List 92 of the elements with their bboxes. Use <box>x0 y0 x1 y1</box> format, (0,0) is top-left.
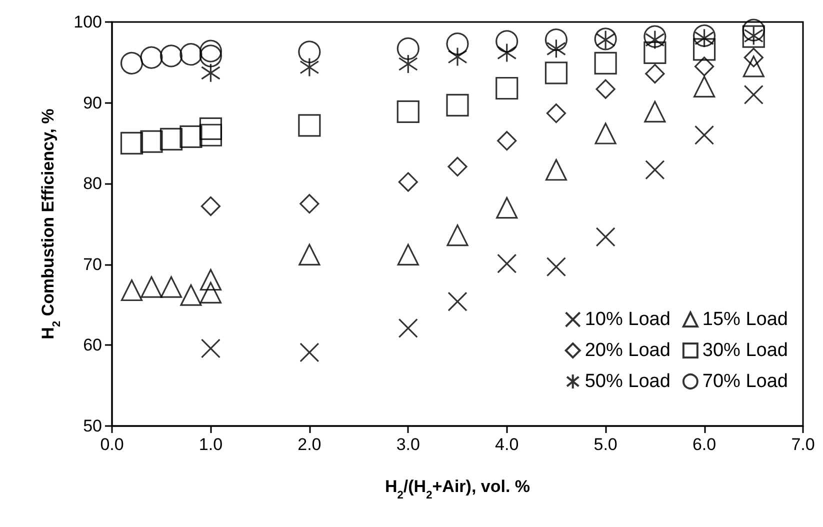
point <box>140 130 163 153</box>
point <box>140 276 162 298</box>
point <box>180 43 202 66</box>
y-axis-title: H2 Combustion Efficiency, % <box>38 108 64 340</box>
point <box>693 76 716 98</box>
x-tick-label: 1.0 <box>198 435 223 454</box>
point <box>200 196 221 216</box>
point <box>497 254 517 274</box>
point <box>546 257 566 277</box>
point <box>594 122 616 144</box>
point <box>120 279 143 302</box>
y-tick-label: 70 <box>83 254 102 274</box>
point <box>396 37 420 60</box>
point <box>496 197 518 219</box>
point <box>300 342 320 362</box>
legend-label: 10% Load <box>584 309 670 330</box>
point <box>160 276 182 298</box>
point <box>298 114 321 137</box>
point <box>446 224 468 246</box>
point <box>596 227 616 247</box>
point <box>694 125 714 145</box>
point <box>160 44 183 68</box>
x-tick-label: 2.0 <box>298 435 322 454</box>
x-tick-label: 6.0 <box>692 435 716 454</box>
point <box>694 56 714 76</box>
point <box>448 156 468 176</box>
point <box>594 52 617 75</box>
point <box>180 284 202 306</box>
legend-label: 15% Load <box>702 309 788 330</box>
point <box>200 63 221 83</box>
point <box>497 130 517 151</box>
legend-label: 30% Load <box>702 340 788 361</box>
x-tick-label: 7.0 <box>791 435 815 454</box>
point <box>496 76 518 100</box>
point <box>200 338 221 358</box>
x-tick-label: 5.0 <box>594 435 618 454</box>
point <box>544 28 568 52</box>
point <box>645 30 665 50</box>
point <box>300 194 320 214</box>
x-tick-label: 3.0 <box>396 435 420 454</box>
point <box>496 30 518 53</box>
point <box>180 125 202 148</box>
point <box>199 44 222 68</box>
point <box>200 268 222 291</box>
point <box>693 24 716 48</box>
point <box>546 38 566 58</box>
y-tick-label: 80 <box>83 174 102 194</box>
point <box>140 46 163 69</box>
y-tick-label: 90 <box>83 93 102 112</box>
point <box>448 46 468 67</box>
x-tick-label: 0.0 <box>100 435 124 454</box>
point <box>644 25 666 48</box>
point <box>545 159 568 181</box>
point <box>298 40 321 64</box>
point <box>448 292 468 312</box>
point <box>645 64 665 84</box>
legend-label: 20% Load <box>584 340 670 361</box>
point <box>398 54 418 74</box>
y-tick-label: 60 <box>83 336 102 355</box>
point <box>742 18 765 42</box>
point <box>199 124 222 146</box>
point <box>397 244 419 266</box>
point <box>742 56 764 78</box>
point <box>199 40 222 62</box>
point <box>497 42 517 63</box>
point <box>199 117 222 140</box>
point <box>398 318 418 338</box>
point <box>644 41 666 64</box>
point <box>200 282 222 304</box>
point <box>300 57 320 78</box>
point <box>160 128 183 150</box>
x-tick-label: 4.0 <box>495 435 519 454</box>
y-tick-label: 100 <box>74 12 102 32</box>
point <box>644 100 666 122</box>
point <box>544 62 568 84</box>
point <box>744 48 764 68</box>
point <box>398 172 418 192</box>
point <box>298 244 320 266</box>
legend-label: 50% Load <box>584 371 670 392</box>
point <box>120 52 144 74</box>
point <box>596 79 616 99</box>
point <box>446 94 469 117</box>
legend-label: 70% Load <box>702 371 788 392</box>
point <box>120 132 144 154</box>
point <box>546 104 566 124</box>
point <box>396 100 420 123</box>
y-tick-label: 50 <box>83 416 102 436</box>
point <box>692 38 716 61</box>
point <box>744 84 764 105</box>
point <box>645 160 665 180</box>
point <box>446 32 469 56</box>
point <box>694 28 714 48</box>
